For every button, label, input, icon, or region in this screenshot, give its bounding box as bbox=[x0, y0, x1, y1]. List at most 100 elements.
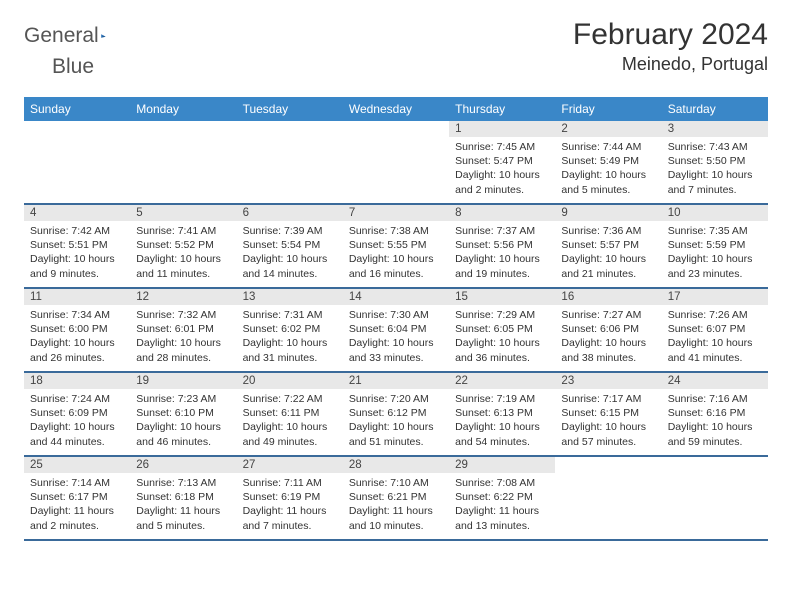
sunrise-text: Sunrise: 7:36 AM bbox=[561, 224, 655, 238]
page-title: February 2024 bbox=[573, 18, 768, 52]
sunset-text: Sunset: 5:47 PM bbox=[455, 154, 549, 168]
week-row: 18Sunrise: 7:24 AMSunset: 6:09 PMDayligh… bbox=[24, 373, 768, 457]
day-body: Sunrise: 7:44 AMSunset: 5:49 PMDaylight:… bbox=[555, 137, 661, 201]
sunset-text: Sunset: 6:04 PM bbox=[349, 322, 443, 336]
sunrise-text: Sunrise: 7:13 AM bbox=[136, 476, 230, 490]
day-cell: 22Sunrise: 7:19 AMSunset: 6:13 PMDayligh… bbox=[449, 373, 555, 455]
day-number: 17 bbox=[662, 289, 768, 305]
sunset-text: Sunset: 6:18 PM bbox=[136, 490, 230, 504]
day-body: Sunrise: 7:29 AMSunset: 6:05 PMDaylight:… bbox=[449, 305, 555, 369]
day-cell bbox=[343, 121, 449, 203]
day-cell: 19Sunrise: 7:23 AMSunset: 6:10 PMDayligh… bbox=[130, 373, 236, 455]
day-number: 9 bbox=[555, 205, 661, 221]
sunset-text: Sunset: 6:13 PM bbox=[455, 406, 549, 420]
sunrise-text: Sunrise: 7:37 AM bbox=[455, 224, 549, 238]
day-cell: 9Sunrise: 7:36 AMSunset: 5:57 PMDaylight… bbox=[555, 205, 661, 287]
sunrise-text: Sunrise: 7:42 AM bbox=[30, 224, 124, 238]
sunset-text: Sunset: 6:07 PM bbox=[668, 322, 762, 336]
day-number: 24 bbox=[662, 373, 768, 389]
day-number: 18 bbox=[24, 373, 130, 389]
daylight-text: Daylight: 11 hours and 2 minutes. bbox=[30, 504, 124, 532]
calendar-page: General February 2024 Meinedo, Portugal … bbox=[0, 0, 792, 559]
daylight-text: Daylight: 10 hours and 36 minutes. bbox=[455, 336, 549, 364]
day-cell: 3Sunrise: 7:43 AMSunset: 5:50 PMDaylight… bbox=[662, 121, 768, 203]
daylight-text: Daylight: 10 hours and 5 minutes. bbox=[561, 168, 655, 196]
sunset-text: Sunset: 6:09 PM bbox=[30, 406, 124, 420]
sunset-text: Sunset: 6:21 PM bbox=[349, 490, 443, 504]
day-number: 14 bbox=[343, 289, 449, 305]
daylight-text: Daylight: 10 hours and 7 minutes. bbox=[668, 168, 762, 196]
sunrise-text: Sunrise: 7:31 AM bbox=[243, 308, 337, 322]
day-number: 28 bbox=[343, 457, 449, 473]
daylight-text: Daylight: 10 hours and 44 minutes. bbox=[30, 420, 124, 448]
day-body: Sunrise: 7:39 AMSunset: 5:54 PMDaylight:… bbox=[237, 221, 343, 285]
weeks-container: 1Sunrise: 7:45 AMSunset: 5:47 PMDaylight… bbox=[24, 121, 768, 541]
day-cell bbox=[555, 457, 661, 539]
day-cell: 16Sunrise: 7:27 AMSunset: 6:06 PMDayligh… bbox=[555, 289, 661, 371]
day-number: 3 bbox=[662, 121, 768, 137]
day-cell: 7Sunrise: 7:38 AMSunset: 5:55 PMDaylight… bbox=[343, 205, 449, 287]
daylight-text: Daylight: 10 hours and 23 minutes. bbox=[668, 252, 762, 280]
sunrise-text: Sunrise: 7:26 AM bbox=[668, 308, 762, 322]
day-cell: 15Sunrise: 7:29 AMSunset: 6:05 PMDayligh… bbox=[449, 289, 555, 371]
sunset-text: Sunset: 6:01 PM bbox=[136, 322, 230, 336]
day-number: 1 bbox=[449, 121, 555, 137]
daylight-text: Daylight: 10 hours and 16 minutes. bbox=[349, 252, 443, 280]
daylight-text: Daylight: 11 hours and 13 minutes. bbox=[455, 504, 549, 532]
day-number: 21 bbox=[343, 373, 449, 389]
brand-word1: General bbox=[24, 24, 99, 48]
sunset-text: Sunset: 6:19 PM bbox=[243, 490, 337, 504]
day-number: 10 bbox=[662, 205, 768, 221]
day-body: Sunrise: 7:26 AMSunset: 6:07 PMDaylight:… bbox=[662, 305, 768, 369]
sunrise-text: Sunrise: 7:16 AM bbox=[668, 392, 762, 406]
day-cell: 10Sunrise: 7:35 AMSunset: 5:59 PMDayligh… bbox=[662, 205, 768, 287]
sunrise-text: Sunrise: 7:20 AM bbox=[349, 392, 443, 406]
weekday-thursday: Thursday bbox=[449, 97, 555, 121]
day-number: 5 bbox=[130, 205, 236, 221]
week-row: 4Sunrise: 7:42 AMSunset: 5:51 PMDaylight… bbox=[24, 205, 768, 289]
day-cell: 6Sunrise: 7:39 AMSunset: 5:54 PMDaylight… bbox=[237, 205, 343, 287]
day-number bbox=[555, 457, 661, 461]
day-cell: 27Sunrise: 7:11 AMSunset: 6:19 PMDayligh… bbox=[237, 457, 343, 539]
day-body: Sunrise: 7:10 AMSunset: 6:21 PMDaylight:… bbox=[343, 473, 449, 537]
day-cell bbox=[24, 121, 130, 203]
day-body: Sunrise: 7:19 AMSunset: 6:13 PMDaylight:… bbox=[449, 389, 555, 453]
daylight-text: Daylight: 10 hours and 9 minutes. bbox=[30, 252, 124, 280]
day-cell: 25Sunrise: 7:14 AMSunset: 6:17 PMDayligh… bbox=[24, 457, 130, 539]
daylight-text: Daylight: 10 hours and 19 minutes. bbox=[455, 252, 549, 280]
sunset-text: Sunset: 6:00 PM bbox=[30, 322, 124, 336]
day-cell: 2Sunrise: 7:44 AMSunset: 5:49 PMDaylight… bbox=[555, 121, 661, 203]
sunset-text: Sunset: 6:17 PM bbox=[30, 490, 124, 504]
day-cell: 8Sunrise: 7:37 AMSunset: 5:56 PMDaylight… bbox=[449, 205, 555, 287]
day-body: Sunrise: 7:41 AMSunset: 5:52 PMDaylight:… bbox=[130, 221, 236, 285]
day-cell bbox=[237, 121, 343, 203]
weekday-tuesday: Tuesday bbox=[237, 97, 343, 121]
sunrise-text: Sunrise: 7:22 AM bbox=[243, 392, 337, 406]
daylight-text: Daylight: 10 hours and 21 minutes. bbox=[561, 252, 655, 280]
daylight-text: Daylight: 11 hours and 5 minutes. bbox=[136, 504, 230, 532]
sunrise-text: Sunrise: 7:38 AM bbox=[349, 224, 443, 238]
weekday-saturday: Saturday bbox=[662, 97, 768, 121]
day-body: Sunrise: 7:34 AMSunset: 6:00 PMDaylight:… bbox=[24, 305, 130, 369]
daylight-text: Daylight: 10 hours and 28 minutes. bbox=[136, 336, 230, 364]
day-body: Sunrise: 7:27 AMSunset: 6:06 PMDaylight:… bbox=[555, 305, 661, 369]
day-body: Sunrise: 7:22 AMSunset: 6:11 PMDaylight:… bbox=[237, 389, 343, 453]
sunrise-text: Sunrise: 7:43 AM bbox=[668, 140, 762, 154]
day-number: 27 bbox=[237, 457, 343, 473]
sunset-text: Sunset: 6:16 PM bbox=[668, 406, 762, 420]
week-row: 1Sunrise: 7:45 AMSunset: 5:47 PMDaylight… bbox=[24, 121, 768, 205]
daylight-text: Daylight: 10 hours and 46 minutes. bbox=[136, 420, 230, 448]
sunrise-text: Sunrise: 7:23 AM bbox=[136, 392, 230, 406]
day-body: Sunrise: 7:30 AMSunset: 6:04 PMDaylight:… bbox=[343, 305, 449, 369]
sunset-text: Sunset: 5:52 PM bbox=[136, 238, 230, 252]
daylight-text: Daylight: 10 hours and 38 minutes. bbox=[561, 336, 655, 364]
sunrise-text: Sunrise: 7:32 AM bbox=[136, 308, 230, 322]
day-cell: 18Sunrise: 7:24 AMSunset: 6:09 PMDayligh… bbox=[24, 373, 130, 455]
sunrise-text: Sunrise: 7:19 AM bbox=[455, 392, 549, 406]
day-body: Sunrise: 7:43 AMSunset: 5:50 PMDaylight:… bbox=[662, 137, 768, 201]
daylight-text: Daylight: 10 hours and 11 minutes. bbox=[136, 252, 230, 280]
weekday-wednesday: Wednesday bbox=[343, 97, 449, 121]
sunset-text: Sunset: 6:02 PM bbox=[243, 322, 337, 336]
day-cell: 12Sunrise: 7:32 AMSunset: 6:01 PMDayligh… bbox=[130, 289, 236, 371]
day-number: 2 bbox=[555, 121, 661, 137]
